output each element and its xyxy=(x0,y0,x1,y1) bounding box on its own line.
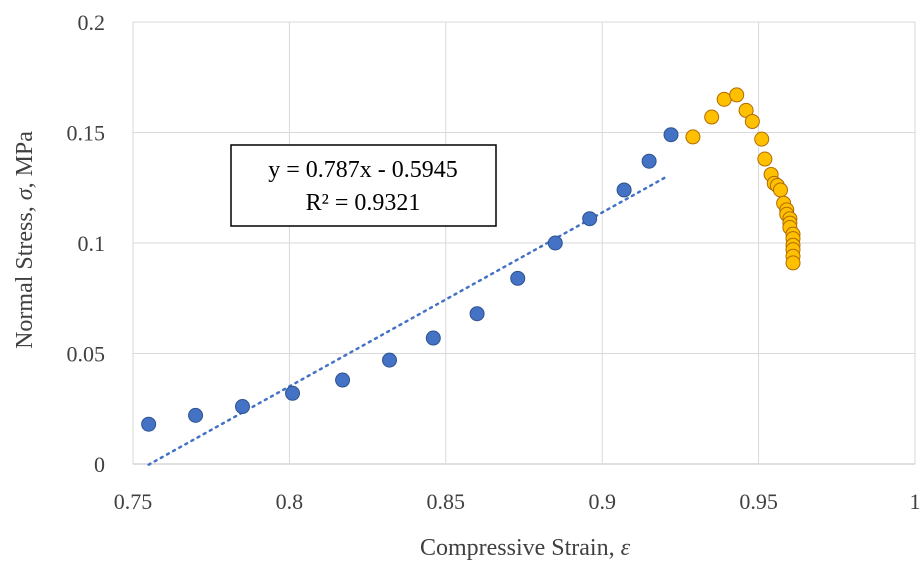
equation-box-border xyxy=(230,144,497,227)
x-tick-label: 1 xyxy=(910,489,921,514)
blue-data-point xyxy=(188,407,204,423)
y-axis-title-text: Normal Stress, xyxy=(12,200,38,349)
blue-data-point xyxy=(582,211,598,227)
trendline-layer xyxy=(147,176,667,466)
orange-data-point xyxy=(716,91,732,107)
orange-data-point xyxy=(772,182,788,198)
y-tick-label: 0.15 xyxy=(67,121,106,146)
x-tick-label: 0.9 xyxy=(588,489,616,514)
x-tick-label: 0.85 xyxy=(427,489,466,514)
blue-data-point xyxy=(616,182,632,198)
x-tick-label: 0.8 xyxy=(276,489,304,514)
grid-lines xyxy=(132,21,916,465)
x-axis-title: Compressive Strain, ε xyxy=(420,535,631,561)
orange-data-point xyxy=(704,109,720,125)
data-points xyxy=(141,87,801,432)
blue-data-point xyxy=(469,306,485,322)
linear-trendline xyxy=(147,176,667,466)
blue-data-point xyxy=(425,330,441,346)
orange-data-point xyxy=(685,129,701,145)
orange-data-point xyxy=(729,87,745,103)
y-axis-unit: , MPa xyxy=(12,131,38,189)
x-tick-label: 0.95 xyxy=(739,489,778,514)
blue-data-point xyxy=(285,385,301,401)
blue-data-point xyxy=(234,399,250,415)
x-tick-label: 0.75 xyxy=(114,489,153,514)
blue-data-point xyxy=(335,372,351,388)
blue-data-point xyxy=(381,352,397,368)
y-tick-label: 0 xyxy=(94,452,105,477)
y-tick-label: 0.1 xyxy=(78,231,106,256)
x-axis-title-text: Compressive Strain, xyxy=(420,535,621,561)
orange-data-point xyxy=(744,113,760,129)
blue-data-point xyxy=(641,153,657,169)
blue-data-point xyxy=(547,235,563,251)
orange-data-point xyxy=(785,255,801,271)
trendline-equation-box: y = 0.787x - 0.5945 R² = 0.9321 xyxy=(230,144,497,227)
orange-data-point xyxy=(757,151,773,167)
equation-text: y = 0.787x - 0.5945 xyxy=(268,157,458,183)
x-axis-symbol: ε xyxy=(621,535,631,561)
y-tick-label: 0.05 xyxy=(67,342,106,367)
orange-data-point xyxy=(754,131,770,147)
blue-data-point xyxy=(141,416,157,432)
tick-labels: 0 0.05 0.1 0.15 0.2 0.75 0.8 0.85 0.9 0.95 1 xyxy=(67,10,921,514)
y-axis-symbol: σ xyxy=(12,187,38,200)
blue-data-point xyxy=(510,270,526,286)
y-tick-label: 0.2 xyxy=(78,10,106,35)
y-axis-title: Normal Stress, σ, MPa xyxy=(12,131,38,349)
blue-data-point xyxy=(663,127,679,143)
r-squared-text: R² = 0.9321 xyxy=(306,190,421,216)
